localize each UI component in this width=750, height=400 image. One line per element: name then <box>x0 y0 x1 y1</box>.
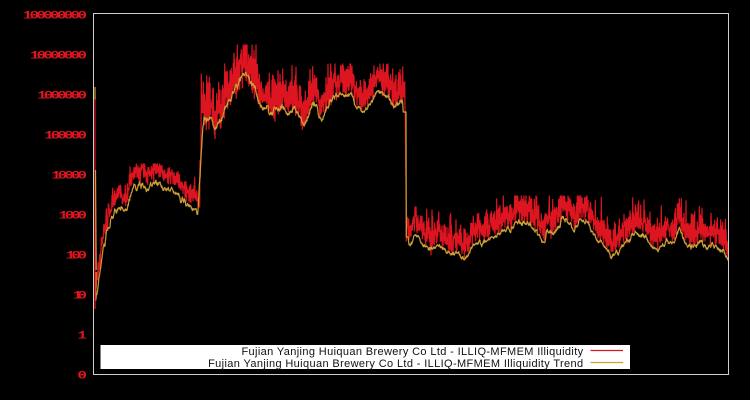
svg-text:Fujian Yanjing Huiquan Brewery: Fujian Yanjing Huiquan Brewery Co Ltd - … <box>208 358 583 370</box>
svg-text:Fujian Yanjing Huiquan Brewery: Fujian Yanjing Huiquan Brewery Co Ltd - … <box>241 346 583 358</box>
svg-text:10000: 10000 <box>51 169 86 182</box>
svg-text:1000000: 1000000 <box>37 89 86 102</box>
svg-text:1000: 1000 <box>58 209 86 222</box>
svg-text:10000000: 10000000 <box>30 49 86 62</box>
svg-text:100000: 100000 <box>44 129 86 142</box>
svg-text:100000: 100000 <box>45 129 87 142</box>
svg-text:1: 1 <box>77 329 86 342</box>
svg-text:0: 0 <box>77 369 86 382</box>
svg-text:1: 1 <box>78 329 87 342</box>
svg-text:1000: 1000 <box>59 209 87 222</box>
svg-text:0: 0 <box>78 369 87 382</box>
svg-text:100000000: 100000000 <box>23 9 86 22</box>
svg-text:10: 10 <box>74 289 87 302</box>
svg-text:10000000: 10000000 <box>31 49 87 62</box>
svg-text:100: 100 <box>66 249 86 262</box>
svg-text:1000000: 1000000 <box>38 89 87 102</box>
svg-text:100000000: 100000000 <box>24 9 87 22</box>
svg-text:100: 100 <box>67 249 88 262</box>
svg-text:10: 10 <box>73 289 86 302</box>
svg-text:10000: 10000 <box>52 169 87 182</box>
